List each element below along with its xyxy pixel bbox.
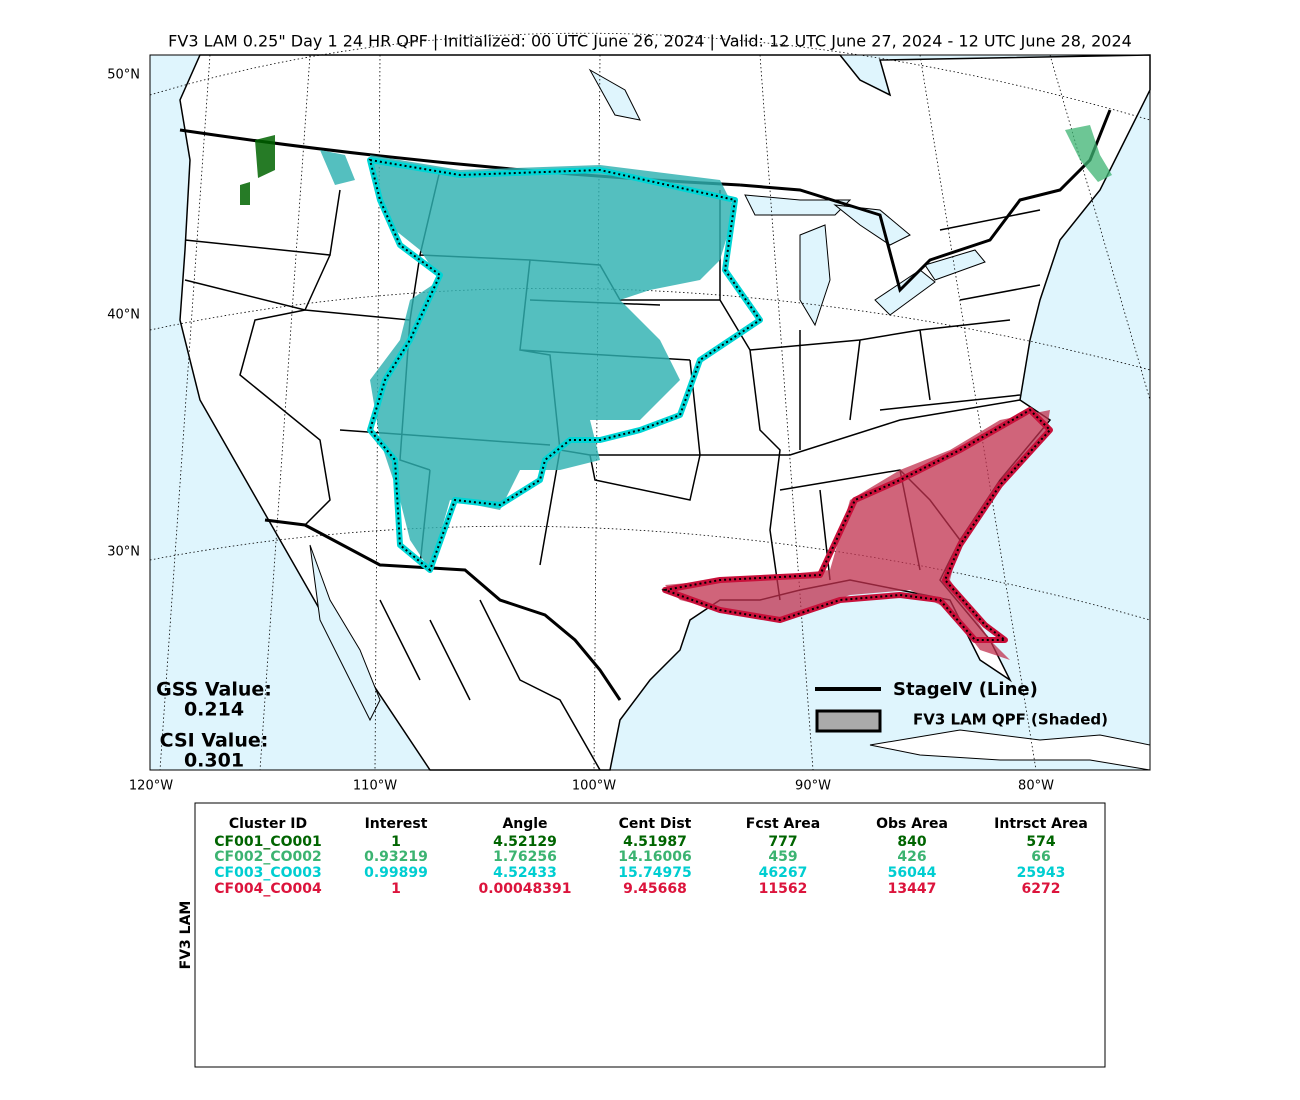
table-cell: 25943 xyxy=(1017,865,1066,881)
table-cell: 4.52129 xyxy=(493,834,557,850)
table-cell: 1 xyxy=(391,881,401,897)
lon-label: 120°W xyxy=(129,779,173,794)
cluster-2 xyxy=(1065,125,1112,182)
legend-shaded-label: FV3 LAM QPF (Shaded) xyxy=(913,711,1108,729)
cluster-3 xyxy=(320,150,735,570)
table-cell: 66 xyxy=(1031,849,1050,865)
table-cell: 9.45668 xyxy=(623,881,687,897)
table-cell: 56044 xyxy=(888,865,937,881)
table-cell: 840 xyxy=(897,834,926,850)
csi-label: CSI Value: xyxy=(160,730,269,752)
side-label: FV3 LAM xyxy=(178,901,194,970)
table-cell: 426 xyxy=(897,849,926,865)
table-cell: CF003_CO003 xyxy=(214,865,321,881)
lon-label: 110°W xyxy=(353,779,397,794)
column-header: Cent Dist xyxy=(619,816,692,832)
lon-label: 80°W xyxy=(1018,779,1054,794)
table-cell: 15.74975 xyxy=(618,865,692,881)
lat-label: 40°N xyxy=(107,308,140,323)
table-cell: 0.93219 xyxy=(364,849,428,865)
column-header: Intrsct Area xyxy=(994,816,1088,832)
table-cell: CF002_CO002 xyxy=(214,849,321,865)
precip-clusters xyxy=(240,125,1112,660)
column-header: Angle xyxy=(502,816,547,832)
table-cell: CF001_CO001 xyxy=(214,834,321,850)
lat-label: 30°N xyxy=(107,545,140,560)
cluster-1 xyxy=(240,135,275,205)
gss-value: 0.214 xyxy=(184,699,244,721)
table-cell: 459 xyxy=(768,849,797,865)
legend-line-label: StageIV (Line) xyxy=(893,679,1038,700)
table-cell: 574 xyxy=(1026,834,1055,850)
legend-swatch xyxy=(815,709,882,733)
table-cell: 11562 xyxy=(759,881,808,897)
cluster-4 xyxy=(665,410,1050,660)
table-cell: 13447 xyxy=(888,881,937,897)
column-header: Cluster ID xyxy=(229,816,307,832)
table-cell: 1.76256 xyxy=(493,849,557,865)
table-cell: 0.99899 xyxy=(364,865,428,881)
map: 50°N 40°N 30°N 120°W 110°W 100°W 90°W 80… xyxy=(107,32,1151,794)
gulf-of-california xyxy=(309,544,381,722)
table-frame xyxy=(194,802,1106,1068)
table-cell: CF004_CO004 xyxy=(214,881,322,897)
table-cell: 46267 xyxy=(759,865,808,881)
graticule xyxy=(149,32,1151,771)
lon-label: 100°W xyxy=(572,779,616,794)
map-frame xyxy=(149,54,1151,771)
table-cell: 1 xyxy=(391,834,401,850)
table-cell: 0.00048391 xyxy=(479,881,572,897)
table-cell: 14.16006 xyxy=(618,849,692,865)
table-cell: 777 xyxy=(768,834,797,850)
table-cell: 4.52433 xyxy=(493,865,557,881)
stats-table: FV3 LAM Cluster ID Interest Angle Cent Dist… xyxy=(178,802,1106,1068)
table-cell: 4.51987 xyxy=(623,834,687,850)
column-header: Obs Area xyxy=(876,816,948,832)
column-header: Fcst Area xyxy=(746,816,820,832)
lon-label: 90°W xyxy=(795,779,831,794)
lat-label: 50°N xyxy=(107,68,140,83)
csi-value: 0.301 xyxy=(184,750,244,772)
legend: StageIV (Line) FV3 LAM QPF (Shaded) xyxy=(815,679,1108,733)
title: FV3 LAM 0.25" Day 1 24 HR QPF | Initiali… xyxy=(168,32,1132,51)
column-header: Interest xyxy=(365,816,428,832)
gss-label: GSS Value: xyxy=(156,679,272,701)
table-cell: 6272 xyxy=(1022,881,1061,897)
great-lakes xyxy=(588,68,986,327)
